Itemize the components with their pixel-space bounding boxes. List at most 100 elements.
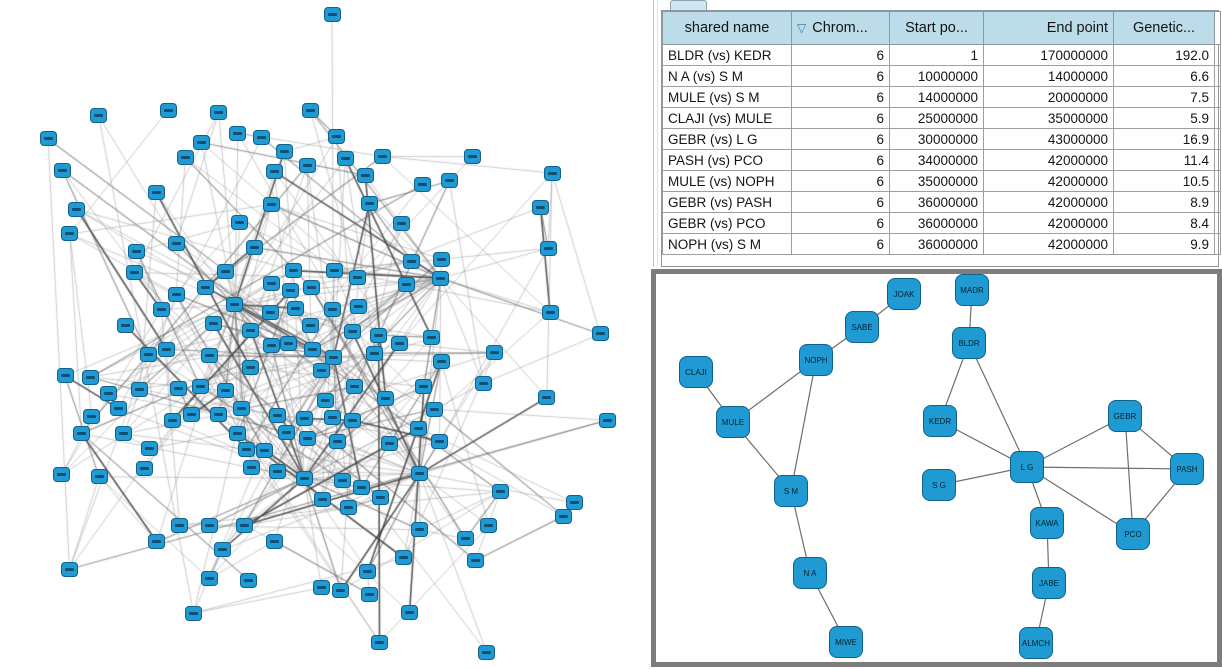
- subnetwork-panel[interactable]: CLAJI JOAK MADR SABE NOPH BLDR KEDR GEBR MULE L G…: [651, 269, 1222, 667]
- column-header-genetic-[interactable]: Genetic...: [1113, 11, 1215, 45]
- graph-node[interactable]: [163, 413, 181, 429]
- graph-node[interactable]: [287, 300, 305, 316]
- graph-node[interactable]: [304, 342, 322, 358]
- graph-node[interactable]: [229, 426, 247, 442]
- table-cell[interactable]: 42000000: [983, 149, 1114, 171]
- graph-node[interactable]: [53, 162, 71, 178]
- graph-node[interactable]: [39, 131, 57, 147]
- graph-node[interactable]: [359, 563, 377, 579]
- graph-node[interactable]: [598, 412, 616, 428]
- graph-node[interactable]: [301, 102, 319, 118]
- graph-node[interactable]: [167, 286, 185, 302]
- table-cell[interactable]: 6: [791, 233, 890, 255]
- graph-node[interactable]: [377, 391, 395, 407]
- graph-node[interactable]: [201, 348, 219, 364]
- graph-node[interactable]: [152, 302, 170, 318]
- table-cell[interactable]: 14000000: [889, 86, 984, 108]
- table-cell[interactable]: 11.4: [1113, 149, 1215, 171]
- graph-node[interactable]: [323, 6, 341, 22]
- graph-node[interactable]: [566, 495, 583, 511]
- graph-node[interactable]: [235, 517, 253, 533]
- graph-node[interactable]: [410, 522, 428, 538]
- table-row[interactable]: PASH (vs) PCO 6 34000000 42000000 11.4: [662, 149, 1221, 171]
- table-cell[interactable]: N A (vs) S M: [662, 65, 792, 87]
- table-cell[interactable]: 14000000: [983, 65, 1114, 87]
- graph-node[interactable]: [398, 276, 416, 292]
- node-kawa[interactable]: KAWA: [1030, 507, 1064, 539]
- table-cell[interactable]: 10000000: [889, 65, 984, 87]
- graph-node[interactable]: [350, 298, 368, 314]
- table-cell[interactable]: 35000000: [889, 170, 984, 192]
- table-cell[interactable]: 36000000: [889, 212, 984, 234]
- graph-node[interactable]: [245, 239, 263, 255]
- graph-node[interactable]: [555, 508, 573, 524]
- graph-node[interactable]: [352, 480, 370, 496]
- node-miwe[interactable]: MIWE: [829, 626, 863, 658]
- table-cell[interactable]: 42000000: [983, 170, 1114, 192]
- graph-node[interactable]: [380, 436, 398, 452]
- graph-node[interactable]: [410, 420, 428, 436]
- graph-node[interactable]: [284, 263, 302, 279]
- table-cell[interactable]: 6: [791, 149, 890, 171]
- graph-node[interactable]: [147, 184, 165, 200]
- node-n-a[interactable]: N A: [793, 557, 827, 589]
- graph-node[interactable]: [538, 390, 556, 406]
- table-cell[interactable]: 36000000: [889, 191, 984, 213]
- graph-node[interactable]: [141, 441, 159, 456]
- table-cell[interactable]: 6: [791, 107, 890, 129]
- graph-node[interactable]: [185, 605, 203, 621]
- table-row[interactable]: GEBR (vs) L G 6 30000000 43000000 16.9: [662, 128, 1221, 150]
- graph-node[interactable]: [213, 542, 231, 558]
- column-header-chrom-[interactable]: ▽ Chrom...: [791, 11, 890, 45]
- graph-node[interactable]: [176, 150, 194, 166]
- graph-node[interactable]: [99, 386, 117, 402]
- node-joak[interactable]: JOAK: [887, 278, 921, 310]
- column-header-end-point[interactable]: End point: [983, 11, 1114, 45]
- graph-node[interactable]: [324, 410, 342, 426]
- graph-node[interactable]: [466, 553, 484, 569]
- graph-node[interactable]: [316, 392, 334, 408]
- table-row[interactable]: BLDR (vs) KEDR 6 1 170000000 192.0: [662, 44, 1221, 66]
- graph-node[interactable]: [312, 363, 330, 379]
- table-cell[interactable]: 192.0: [1113, 44, 1215, 66]
- graph-node[interactable]: [90, 469, 108, 485]
- graph-node[interactable]: [110, 401, 128, 417]
- graph-node[interactable]: [266, 164, 284, 180]
- table-cell[interactable]: 6: [791, 128, 890, 150]
- graph-node[interactable]: [243, 460, 261, 476]
- graph-node[interactable]: [302, 318, 320, 334]
- graph-node[interactable]: [423, 329, 441, 345]
- graph-node[interactable]: [474, 375, 492, 391]
- graph-node[interactable]: [413, 176, 431, 192]
- graph-node[interactable]: [356, 167, 374, 183]
- node-claji[interactable]: CLAJI: [679, 356, 713, 388]
- table-cell[interactable]: 16.9: [1113, 128, 1215, 150]
- table-cell[interactable]: 8.9: [1113, 191, 1215, 213]
- graph-node[interactable]: [370, 327, 388, 343]
- graph-node[interactable]: [131, 381, 149, 397]
- graph-node[interactable]: [425, 401, 443, 417]
- graph-node[interactable]: [328, 433, 346, 449]
- graph-node[interactable]: [485, 345, 503, 361]
- graph-node[interactable]: [411, 466, 429, 482]
- graph-node[interactable]: [313, 491, 331, 507]
- graph-node[interactable]: [323, 301, 341, 317]
- table-cell[interactable]: MULE (vs) S M: [662, 86, 792, 108]
- graph-node[interactable]: [277, 425, 295, 441]
- graph-node[interactable]: [325, 349, 343, 365]
- graph-node[interactable]: [232, 401, 250, 417]
- graph-node[interactable]: [231, 215, 249, 231]
- graph-node[interactable]: [326, 262, 344, 278]
- graph-node[interactable]: [53, 466, 71, 482]
- graph-node[interactable]: [128, 244, 146, 260]
- graph-node[interactable]: [157, 341, 175, 357]
- graph-node[interactable]: [217, 263, 235, 279]
- graph-node[interactable]: [491, 484, 509, 500]
- graph-node[interactable]: [253, 130, 271, 146]
- table-cell[interactable]: 6: [791, 44, 890, 66]
- node-madr[interactable]: MADR: [955, 274, 989, 306]
- table-cell[interactable]: 6: [791, 191, 890, 213]
- graph-node[interactable]: [61, 226, 79, 242]
- graph-node[interactable]: [280, 336, 298, 352]
- graph-node[interactable]: [543, 165, 561, 181]
